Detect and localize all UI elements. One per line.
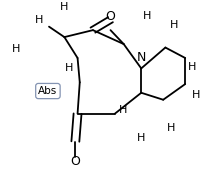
Text: H: H <box>143 11 151 21</box>
Text: O: O <box>70 155 80 168</box>
Text: H: H <box>60 2 69 12</box>
Text: N: N <box>137 52 146 64</box>
Text: H: H <box>35 15 43 25</box>
Text: Abs: Abs <box>38 86 57 96</box>
Text: H: H <box>188 62 196 72</box>
Text: H: H <box>170 20 178 30</box>
Text: O: O <box>106 10 115 23</box>
Text: H: H <box>118 105 127 115</box>
Text: H: H <box>192 90 200 99</box>
Text: H: H <box>167 123 175 133</box>
Text: H: H <box>137 133 145 143</box>
Text: H: H <box>12 44 20 54</box>
Text: H: H <box>65 63 73 73</box>
